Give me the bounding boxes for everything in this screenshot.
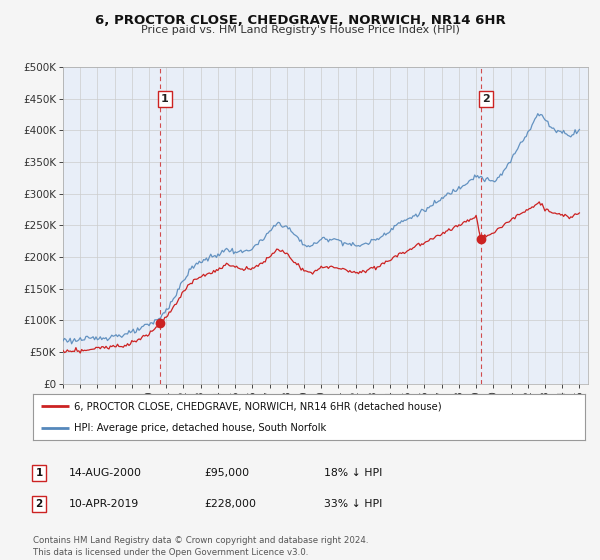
Text: 2: 2 bbox=[482, 94, 490, 104]
Text: HPI: Average price, detached house, South Norfolk: HPI: Average price, detached house, Sout… bbox=[74, 423, 326, 433]
Text: 1: 1 bbox=[161, 94, 169, 104]
Text: 10-APR-2019: 10-APR-2019 bbox=[69, 499, 139, 509]
Text: 2: 2 bbox=[35, 499, 43, 509]
Text: 14-AUG-2000: 14-AUG-2000 bbox=[69, 468, 142, 478]
Text: Contains HM Land Registry data © Crown copyright and database right 2024.
This d: Contains HM Land Registry data © Crown c… bbox=[33, 536, 368, 557]
Text: 6, PROCTOR CLOSE, CHEDGRAVE, NORWICH, NR14 6HR: 6, PROCTOR CLOSE, CHEDGRAVE, NORWICH, NR… bbox=[95, 14, 505, 27]
Text: £95,000: £95,000 bbox=[204, 468, 249, 478]
Text: £228,000: £228,000 bbox=[204, 499, 256, 509]
Text: 33% ↓ HPI: 33% ↓ HPI bbox=[324, 499, 382, 509]
Text: 18% ↓ HPI: 18% ↓ HPI bbox=[324, 468, 382, 478]
Text: 6, PROCTOR CLOSE, CHEDGRAVE, NORWICH, NR14 6HR (detached house): 6, PROCTOR CLOSE, CHEDGRAVE, NORWICH, NR… bbox=[74, 401, 442, 411]
Text: Price paid vs. HM Land Registry's House Price Index (HPI): Price paid vs. HM Land Registry's House … bbox=[140, 25, 460, 35]
Text: 1: 1 bbox=[35, 468, 43, 478]
